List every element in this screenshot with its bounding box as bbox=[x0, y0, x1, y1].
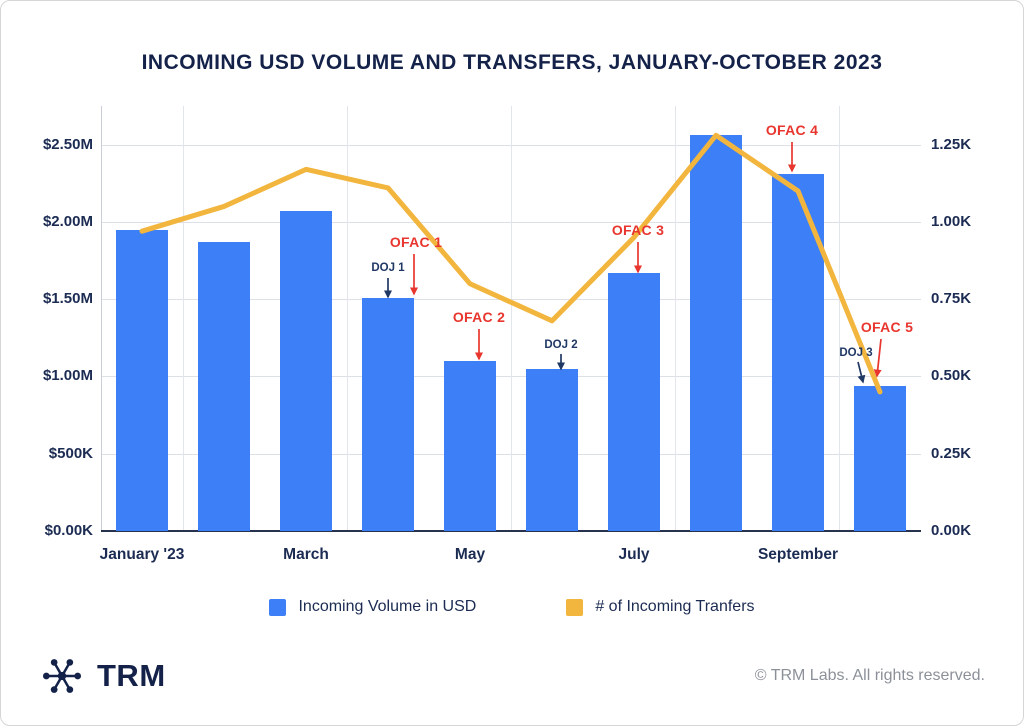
legend-label-volume: Incoming Volume in USD bbox=[298, 598, 477, 615]
right-axis-tick: 1.25K bbox=[931, 135, 972, 153]
doj-3-arrow-icon bbox=[857, 361, 866, 384]
legend-swatch-transfers-icon bbox=[566, 598, 584, 616]
annotation-doj-2: DOJ 2 bbox=[544, 339, 578, 351]
x-axis-label: September bbox=[757, 546, 839, 563]
annotation-ofac-4: OFAC 4 bbox=[765, 122, 819, 138]
left-axis-tick: $500K bbox=[48, 444, 93, 462]
bar-june bbox=[526, 368, 578, 531]
gridline-vertical bbox=[675, 106, 676, 531]
left-axis-tick: $1.00M bbox=[42, 367, 93, 385]
right-axis-tick: 0.00K bbox=[931, 522, 972, 539]
annotation-ofac-1: OFAC 1 bbox=[389, 234, 443, 250]
trm-logo-icon bbox=[42, 659, 82, 693]
right-axis-tick: 0.25K bbox=[931, 444, 972, 462]
annotation-doj-3: DOJ 3 bbox=[839, 347, 873, 359]
annotation-ofac-2: OFAC 2 bbox=[452, 309, 506, 325]
left-axis-tick: $2.00M bbox=[42, 212, 93, 230]
transfers-line bbox=[139, 132, 883, 395]
legend-swatch-volume-icon bbox=[269, 598, 287, 616]
right-axis-tick: 0.50K bbox=[931, 367, 972, 385]
trm-brand: TRM bbox=[39, 653, 166, 699]
gridline-vertical bbox=[511, 106, 512, 531]
legend-item-volume: Incoming Volume in USD bbox=[269, 598, 476, 616]
footer: TRM © TRM Labs. All rights reserved. bbox=[39, 651, 985, 701]
right-axis-tick: 1.00K bbox=[931, 212, 972, 230]
gridline-vertical bbox=[183, 106, 184, 531]
copyright-text: © TRM Labs. All rights reserved. bbox=[754, 667, 985, 684]
bar-october bbox=[854, 385, 906, 531]
x-axis-line bbox=[101, 530, 921, 532]
bar-march bbox=[280, 211, 332, 531]
annotation-ofac-3: OFAC 3 bbox=[611, 222, 665, 238]
x-axis-label: May bbox=[454, 546, 486, 563]
annotation-ofac-5: OFAC 5 bbox=[860, 319, 914, 335]
legend-label-transfers: # of Incoming Tranfers bbox=[595, 598, 755, 615]
bar-august bbox=[690, 135, 742, 531]
transfers-line-layer bbox=[139, 132, 883, 395]
annotation-doj-1: DOJ 1 bbox=[371, 262, 405, 274]
x-axis-label: January '23 bbox=[99, 546, 185, 563]
bar-july bbox=[608, 272, 660, 531]
right-axis-tick: 0.75K bbox=[931, 290, 972, 308]
plot-area: DOJ 1 OFAC 1 OFAC 2 DOJ 2 OFAC 3 OFAC 4 DOJ 3 O… bbox=[101, 106, 921, 532]
left-axis-tick: $0.00K bbox=[44, 522, 93, 539]
legend-item-transfers: # of Incoming Tranfers bbox=[566, 598, 755, 616]
bar-may bbox=[444, 361, 496, 531]
gridline-vertical bbox=[839, 106, 840, 531]
left-axis-tick: $2.50M bbox=[42, 135, 93, 153]
y-axis-line bbox=[101, 106, 102, 531]
x-axis-label: March bbox=[283, 546, 329, 563]
x-axis-label: July bbox=[618, 546, 650, 563]
bar-april bbox=[362, 297, 414, 531]
gridline-vertical bbox=[347, 106, 348, 531]
chart-title: INCOMING USD VOLUME AND TRANSFERS, JANUA… bbox=[141, 51, 883, 74]
bar-february bbox=[198, 242, 250, 531]
ofac-5-arrow-icon bbox=[873, 338, 882, 378]
legend: Incoming Volume in USD # of Incoming Tra… bbox=[1, 598, 1023, 616]
brand-name: TRM bbox=[97, 658, 166, 693]
bar-january-23 bbox=[116, 229, 168, 531]
left-axis-tick: $1.50M bbox=[42, 290, 93, 308]
